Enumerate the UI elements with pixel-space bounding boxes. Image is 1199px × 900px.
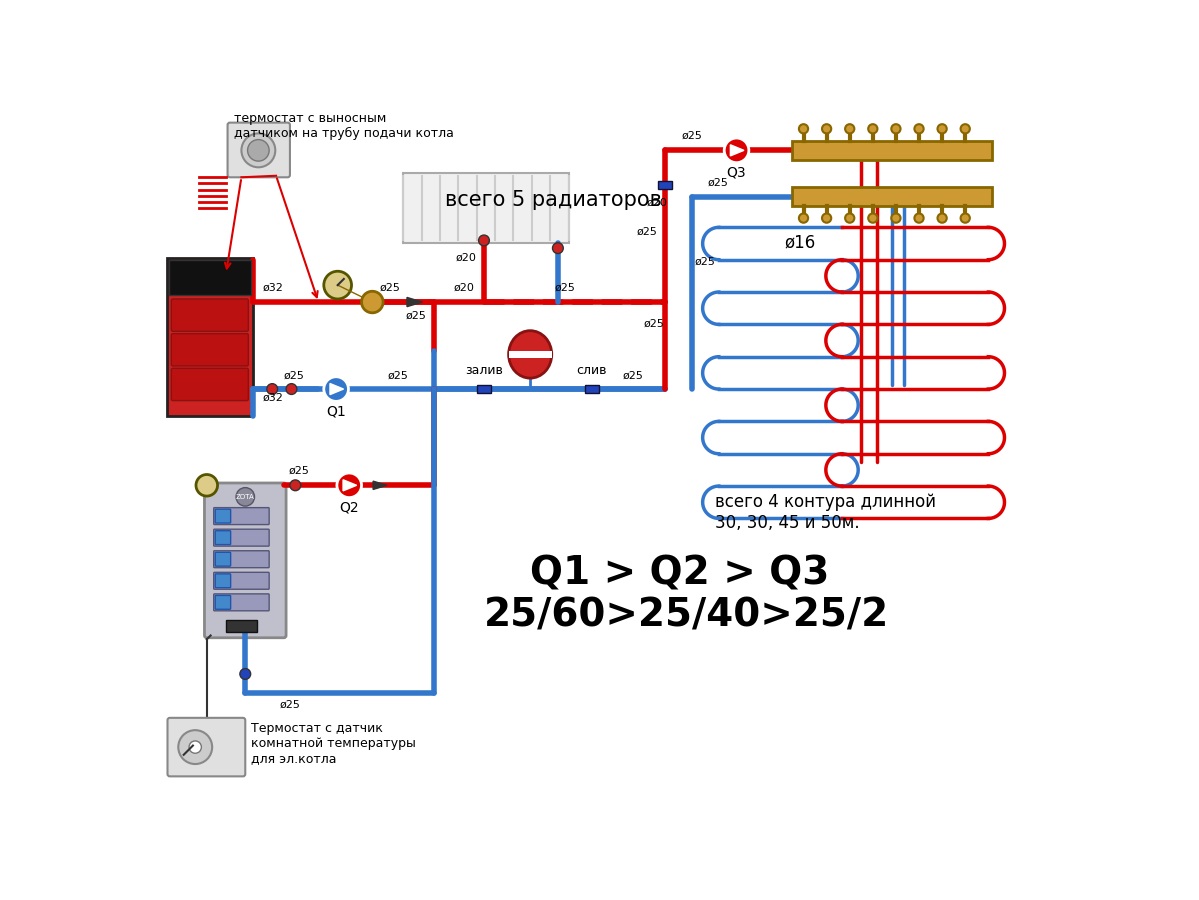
Text: ø25: ø25 [622,371,644,381]
Text: Термостат с датчик
комнатной температуры
для эл.котла: Термостат с датчик комнатной температуры… [251,723,416,766]
Text: ø25: ø25 [289,466,309,476]
Text: всего 5 радиаторов: всего 5 радиаторов [446,191,662,211]
Text: ø25: ø25 [644,319,665,328]
FancyBboxPatch shape [216,596,230,609]
Circle shape [236,488,254,506]
FancyBboxPatch shape [169,260,251,295]
Text: Q2: Q2 [339,500,359,515]
FancyBboxPatch shape [227,620,257,632]
Text: ø25: ø25 [387,371,409,381]
Circle shape [799,124,808,133]
Text: ø32: ø32 [263,283,284,293]
FancyBboxPatch shape [171,368,248,400]
FancyBboxPatch shape [216,574,230,588]
Text: ø32: ø32 [263,393,284,403]
Circle shape [938,124,947,133]
FancyBboxPatch shape [167,258,253,416]
Ellipse shape [508,330,552,378]
Circle shape [960,213,970,222]
Circle shape [823,124,831,133]
FancyBboxPatch shape [477,385,490,393]
FancyBboxPatch shape [403,174,568,243]
Text: ø25: ø25 [380,283,400,293]
Text: термостат с выносным
датчиком на трубу подачи котла: термостат с выносным датчиком на трубу п… [234,112,453,140]
Circle shape [179,730,212,764]
Circle shape [362,292,384,313]
FancyBboxPatch shape [216,509,230,523]
Circle shape [960,124,970,133]
Text: залив: залив [465,364,502,377]
Text: Q1 > Q2 > Q3: Q1 > Q2 > Q3 [530,554,830,592]
Circle shape [247,140,269,161]
Circle shape [337,473,362,498]
Polygon shape [373,482,387,490]
FancyBboxPatch shape [793,141,993,159]
FancyBboxPatch shape [213,572,269,590]
Circle shape [868,213,878,222]
Text: ø20: ø20 [646,198,668,208]
Circle shape [724,138,749,163]
Circle shape [189,741,201,753]
Circle shape [823,213,831,222]
Circle shape [845,213,855,222]
Text: ø20: ø20 [456,253,476,263]
Text: ø25: ø25 [279,699,301,709]
Circle shape [478,235,489,246]
Circle shape [845,124,855,133]
Circle shape [799,213,808,222]
Circle shape [324,271,351,299]
FancyBboxPatch shape [228,122,290,177]
FancyBboxPatch shape [213,551,269,568]
Text: ø25: ø25 [707,177,728,187]
Circle shape [241,133,276,167]
Polygon shape [330,383,344,394]
FancyBboxPatch shape [585,385,598,393]
Text: Q1: Q1 [326,404,347,419]
FancyBboxPatch shape [171,334,248,366]
Circle shape [240,669,251,680]
Text: Q3: Q3 [727,166,746,180]
Polygon shape [343,480,356,491]
Circle shape [287,383,297,394]
FancyBboxPatch shape [213,594,269,611]
FancyBboxPatch shape [216,553,230,566]
Circle shape [938,213,947,222]
Polygon shape [730,145,743,156]
Circle shape [915,124,923,133]
Text: ZOTA: ZOTA [236,494,254,500]
Text: ø16: ø16 [784,234,815,252]
Circle shape [915,213,923,222]
Circle shape [267,383,278,394]
Text: всего 4 контура длинной
30, 30, 45 и 50м.: всего 4 контура длинной 30, 30, 45 и 50м… [715,493,936,532]
FancyBboxPatch shape [171,299,248,331]
FancyBboxPatch shape [213,529,269,546]
Text: слив: слив [577,364,607,377]
FancyBboxPatch shape [508,351,552,357]
Circle shape [891,213,900,222]
Circle shape [324,377,349,401]
Text: ø20: ø20 [453,283,474,293]
Circle shape [553,243,564,254]
Polygon shape [406,297,422,307]
Text: ø25: ø25 [283,371,305,381]
FancyBboxPatch shape [658,181,671,189]
FancyBboxPatch shape [213,508,269,525]
FancyBboxPatch shape [205,483,287,638]
Text: ø25: ø25 [695,257,716,267]
Circle shape [891,124,900,133]
Circle shape [868,124,878,133]
Text: ø25: ø25 [554,283,576,293]
Circle shape [195,474,217,496]
FancyBboxPatch shape [168,718,246,777]
Circle shape [290,480,301,491]
Text: ø25: ø25 [405,310,426,321]
Text: ø25: ø25 [637,226,657,236]
FancyBboxPatch shape [216,531,230,544]
FancyBboxPatch shape [793,187,993,206]
Text: 25/60>25/40>25/2: 25/60>25/40>25/2 [484,597,890,635]
Text: ø25: ø25 [681,131,703,141]
